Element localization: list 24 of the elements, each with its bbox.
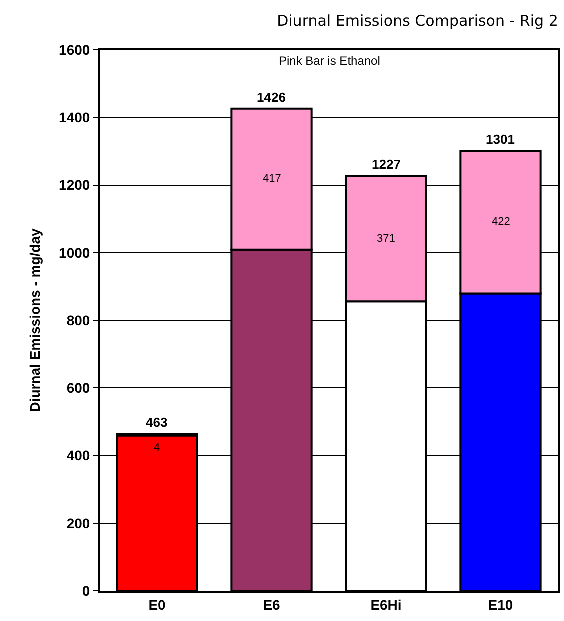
data-label: 4 [154,442,160,454]
total-label: 1301 [486,132,515,147]
x-tick-label: E0 [148,596,166,613]
annotation: Pink Bar is Ethanol [279,54,380,68]
y-tick-label: 1200 [59,177,90,194]
x-tick-label: E10 [488,596,514,613]
y-tick-label: 1600 [59,42,90,58]
total-label: 1426 [257,90,286,105]
y-tick-label: 1400 [59,110,90,126]
y-axis-title: Diurnal Emissions - mg/day [27,228,44,412]
data-label: 371 [377,233,396,245]
data-label: 417 [263,173,282,185]
y-tick-label: 0 [82,582,90,599]
y-tick-label: 200 [66,515,90,532]
y-tick-label: 1000 [59,244,90,261]
y-tick-label: 600 [66,380,90,396]
x-tick-label: E6 [263,596,281,613]
total-label: 463 [146,415,168,430]
total-label: 1227 [372,157,401,172]
data-label: 422 [492,216,510,228]
y-tick-label: 800 [66,312,90,328]
y-tick-label: 400 [66,448,90,464]
chart-title: Diurnal Emissions Comparison - Rig 2 [277,12,558,30]
x-tick-label: E6Hi [370,596,402,613]
